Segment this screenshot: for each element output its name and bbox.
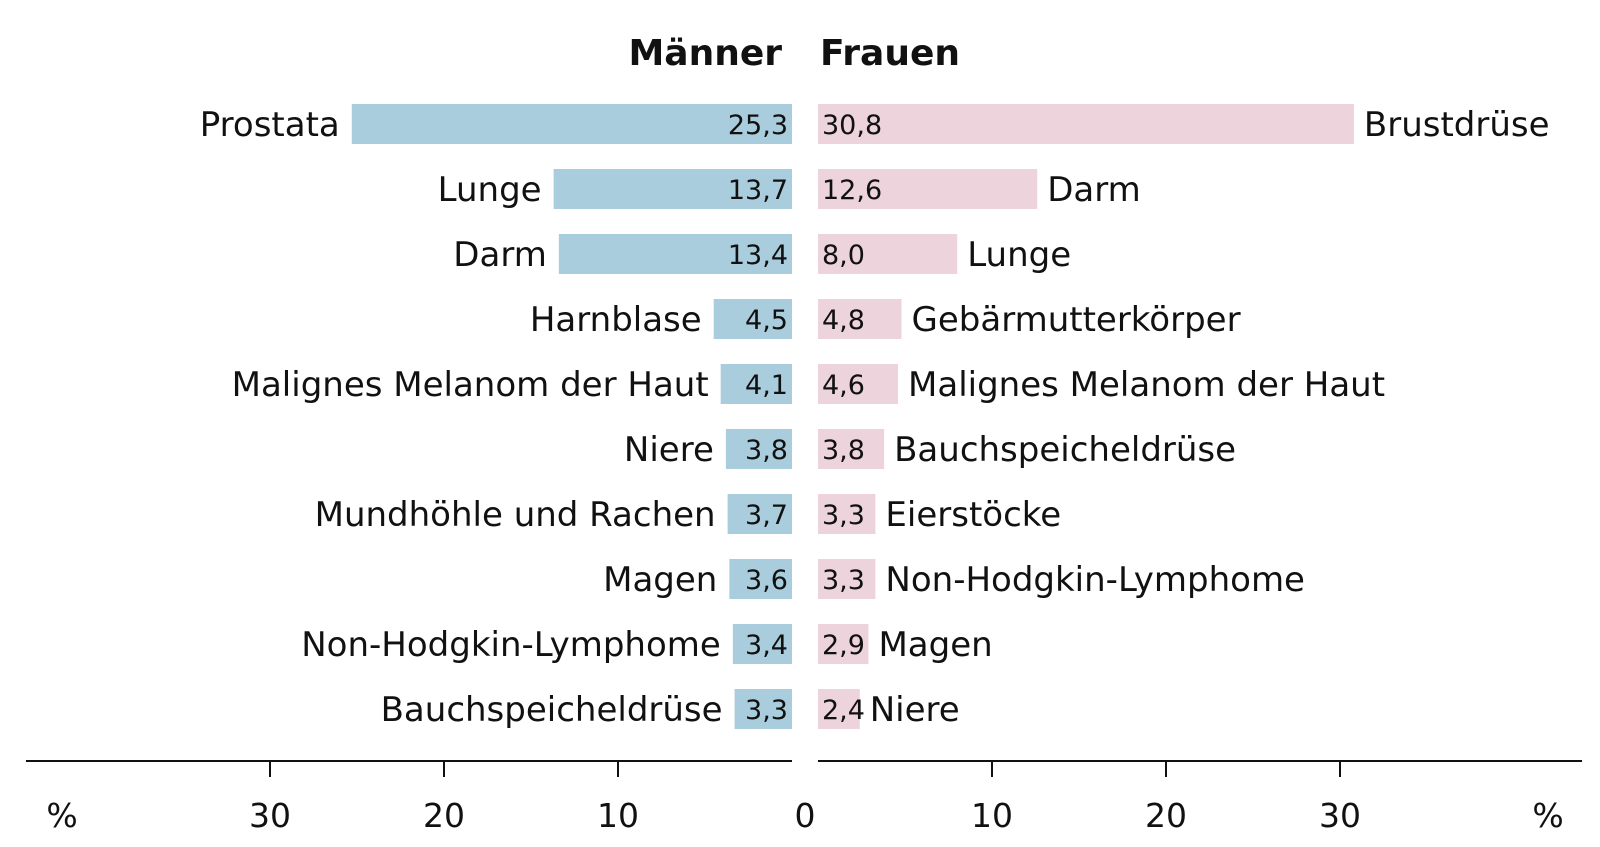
men-value-label: 3,3 — [745, 695, 788, 726]
women-category-label: Darm — [1047, 170, 1141, 210]
women-category-label: Gebärmutterkörper — [912, 300, 1241, 340]
men-bar — [553, 169, 792, 209]
tick-label: 10 — [971, 796, 1013, 835]
tick-label: 30 — [249, 796, 291, 835]
men-category-label: Harnblase — [530, 300, 702, 340]
women-value-label: 12,6 — [822, 175, 882, 206]
women-value-label: 30,8 — [822, 110, 882, 141]
men-bar — [720, 364, 792, 404]
women-value-label: 4,6 — [822, 370, 865, 401]
women-bar — [818, 169, 1038, 209]
women-category-label: Bauchspeicheldrüse — [894, 430, 1236, 470]
men-bar — [727, 494, 792, 534]
men-value-label: 4,5 — [745, 305, 788, 336]
x-axis: 10 10 20 20 30 30 0%% — [26, 760, 1582, 835]
women-value-label: 3,8 — [822, 435, 865, 466]
women-bar — [818, 559, 876, 599]
women-category-label: Malignes Melanom der Haut — [908, 365, 1385, 405]
men-category-label: Prostata — [200, 105, 340, 145]
women-value-label: 3,3 — [822, 500, 865, 531]
women-bar — [818, 364, 899, 404]
women-category-label: Non-Hodgkin-Lymphome — [885, 560, 1305, 600]
men-value-label: 3,6 — [745, 565, 788, 596]
men-value-label: 3,7 — [745, 500, 788, 531]
tick-label: 10 — [597, 796, 639, 835]
women-category-label: Lunge — [967, 235, 1071, 275]
women-category-label: Niere — [870, 690, 960, 730]
men-bar — [729, 559, 792, 599]
men-bar — [725, 429, 792, 469]
men-value-label: 3,4 — [745, 630, 788, 661]
bar-groups: 25,3 Prostata 13,7 Lunge 13,4 Darm 4,5 Harnblas… — [200, 104, 1550, 730]
men-category-label: Bauchspeicheldrüse — [381, 690, 723, 730]
men-category-label: Darm — [453, 235, 547, 275]
women-bar — [818, 104, 1354, 144]
women-value-label: 2,9 — [822, 630, 865, 661]
men-bar — [732, 624, 792, 664]
women-bar — [818, 429, 885, 469]
men-category-label: Mundhöhle und Rachen — [315, 495, 716, 535]
tick-label-zero: 0 — [795, 796, 816, 835]
women-category-label: Brustdrüse — [1364, 105, 1550, 145]
women-value-label: 2,4 — [822, 695, 865, 726]
women-bar — [818, 299, 902, 339]
men-category-label: Non-Hodgkin-Lymphome — [301, 625, 721, 665]
women-value-label: 8,0 — [822, 240, 865, 271]
men-value-label: 3,8 — [745, 435, 788, 466]
women-category-label: Eierstöcke — [885, 495, 1061, 535]
men-bar — [734, 689, 792, 729]
men-bar — [558, 234, 792, 274]
men-bar — [713, 299, 792, 339]
women-value-label: 4,8 — [822, 305, 865, 336]
men-category-label: Magen — [603, 560, 717, 600]
men-bar — [351, 104, 792, 144]
unit-label-left: % — [46, 796, 77, 835]
women-category-label: Magen — [878, 625, 992, 665]
men-category-label: Malignes Melanom der Haut — [232, 365, 709, 405]
women-bar — [818, 494, 876, 534]
header-women: Frauen — [820, 33, 960, 74]
women-value-label: 3,3 — [822, 565, 865, 596]
tick-label: 30 — [1319, 796, 1361, 835]
men-value-label: 13,4 — [728, 240, 788, 271]
men-value-label: 4,1 — [745, 370, 788, 401]
women-bar — [818, 624, 869, 664]
men-category-label: Lunge — [438, 170, 542, 210]
men-value-label: 13,7 — [728, 175, 788, 206]
women-bar — [818, 689, 860, 729]
tick-label: 20 — [1145, 796, 1187, 835]
tick-label: 20 — [423, 796, 465, 835]
men-category-label: Niere — [624, 430, 714, 470]
men-value-label: 25,3 — [728, 110, 788, 141]
unit-label-right: % — [1532, 796, 1563, 835]
header-men: Männer — [628, 33, 782, 74]
women-bar — [818, 234, 958, 274]
